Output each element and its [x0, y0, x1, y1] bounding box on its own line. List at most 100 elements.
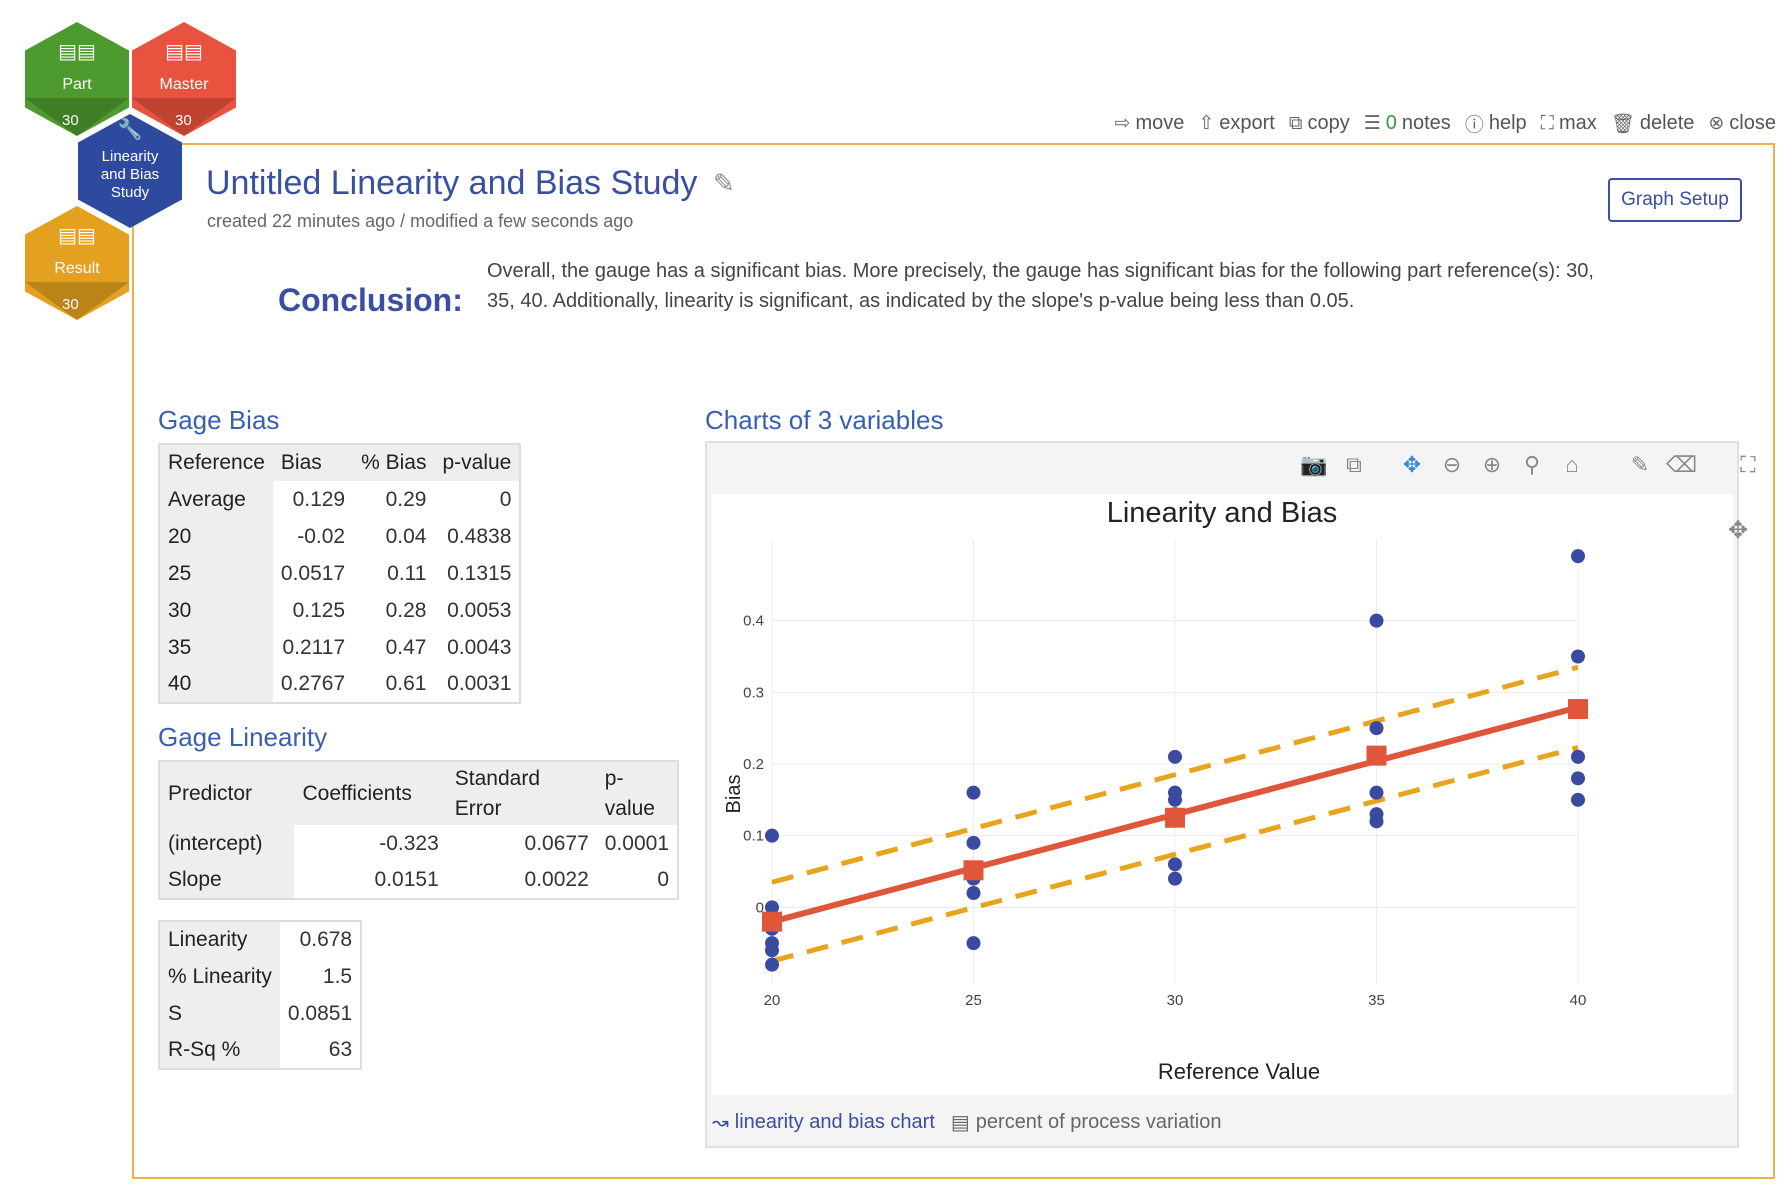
data-point: [765, 957, 779, 972]
move-icon: ⇨: [1114, 113, 1131, 134]
delete-button[interactable]: 🗑 delete: [1610, 112, 1695, 135]
study-panel: [132, 143, 1775, 1179]
data-point: [1369, 814, 1384, 829]
x-tick-label: 35: [1368, 992, 1385, 1009]
copy-chart-icon[interactable]: ⧉: [1346, 452, 1362, 477]
data-point: [1571, 549, 1585, 564]
graph-setup-button[interactable]: Graph Setup: [1608, 178, 1742, 222]
y-tick-label: 0: [756, 899, 764, 916]
data-point: [1369, 613, 1384, 628]
nav-result-hex[interactable]: ▤▤ Result: [25, 206, 129, 320]
tab-linearity-bias-chart[interactable]: ↝ linearity and bias chart: [712, 1111, 935, 1134]
gage-bias-table: Reference Bias % Bias p-value Average 0.1…: [158, 443, 522, 704]
charts-heading: Charts of 3 variables: [705, 405, 944, 435]
close-icon: ⊗: [1708, 113, 1725, 134]
nav-master-label: Master: [159, 76, 209, 93]
avg-bias-marker: [1568, 699, 1588, 720]
zoom-icon[interactable]: ⚲: [1523, 452, 1541, 477]
y-tick-label: 0.2: [743, 756, 764, 773]
eraser-icon[interactable]: ⌫: [1666, 452, 1698, 477]
timestamps: created 22 minutes ago / modified a few …: [207, 211, 634, 231]
y-tick-label: 0.4: [743, 613, 764, 630]
linearity-bias-chart[interactable]: Linearity and Bias Reference Value Bias …: [712, 494, 1733, 1095]
table-row: 25 0.0517 0.11 0.1315: [159, 555, 520, 592]
trash-icon: 🗑: [1610, 113, 1635, 135]
nav-result-count: 30: [62, 296, 79, 313]
list-icon: ☰: [1363, 113, 1381, 134]
table-row: % Linearity 1.5: [159, 958, 361, 995]
maximize-icon: ⛶: [1540, 112, 1554, 134]
conclusion-label: Conclusion:: [278, 282, 463, 318]
x-tick-label: 20: [764, 992, 781, 1009]
col-header: % Bias: [353, 444, 435, 481]
help-button[interactable]: ⓘ help: [1464, 112, 1527, 136]
camera-icon[interactable]: 📷: [1300, 452, 1328, 477]
chart-y-axis-label: Bias: [723, 775, 745, 814]
y-tick-label: 0.3: [743, 684, 764, 701]
table-header-row: Reference Bias % Bias p-value: [159, 444, 521, 481]
y-tick-label: 0.1: [743, 828, 764, 845]
col-header: Reference: [159, 444, 273, 481]
nav-master-count: 30: [175, 112, 192, 129]
data-point: [966, 936, 981, 951]
copy-icon: ⧉: [1288, 112, 1303, 134]
data-point: [966, 785, 981, 800]
wrench-icon: 🔧: [117, 119, 143, 141]
col-header: p-value: [434, 444, 521, 481]
table-row: Average 0.129 0.29 0: [159, 481, 520, 518]
chart-plot-area: Linearity and Bias Reference Value Bias …: [712, 494, 1733, 1095]
ci-line: [771, 664, 1579, 885]
nav-part-label: Part: [62, 76, 92, 93]
drag-handle-icon[interactable]: ✥: [1728, 517, 1749, 544]
table-row: 30 0.125 0.28 0.0053: [159, 592, 520, 629]
move-button[interactable]: ⇨ move: [1114, 112, 1185, 134]
table-row: 40 0.2767 0.61 0.0031: [159, 666, 520, 703]
copy-button[interactable]: ⧉ copy: [1288, 112, 1350, 134]
chart-modebar: 📷 ⧉ ✥ ⊖ ⊕ ⚲ ⌂ ✎ ⌫ ⛶: [1300, 452, 1762, 478]
table-row: R-Sq % 63: [159, 1032, 361, 1069]
x-tick-label: 30: [1167, 992, 1184, 1009]
home-icon[interactable]: ⌂: [1565, 452, 1579, 477]
data-point: [765, 900, 779, 915]
pan-icon[interactable]: ✥: [1402, 452, 1422, 477]
avg-bias-marker: [762, 911, 782, 932]
nav-study-label: Linearity and Bias Study: [100, 148, 160, 201]
zoom-in-icon[interactable]: ⊕: [1482, 452, 1502, 477]
fullscreen-icon[interactable]: ⛶: [1740, 452, 1756, 477]
table-row: 35 0.2117 0.47 0.0043: [159, 629, 520, 666]
zoom-out-icon[interactable]: ⊖: [1442, 452, 1462, 477]
summary-table: Linearity 0.678 % Linearity 1.5 S 0.0851 R-…: [158, 920, 363, 1070]
gage-linearity-table: Predictor Coefficients Standard Error p-…: [158, 760, 679, 900]
data-point: [1369, 721, 1384, 736]
page-title[interactable]: Untitled Linearity and Bias Study: [206, 164, 698, 202]
table-row: S 0.0851: [159, 995, 361, 1032]
nav-part-count: 30: [62, 112, 79, 129]
data-point: [1168, 857, 1182, 872]
bar-chart-icon: ▤▤: [58, 41, 96, 63]
bar-chart-icon: ▤▤: [58, 225, 96, 247]
pencil-draw-icon[interactable]: ✎: [1630, 452, 1650, 477]
data-point: [1369, 785, 1384, 800]
col-header: Bias: [272, 444, 354, 481]
tab-percent-process-variation[interactable]: ▤ percent of process variation: [950, 1111, 1222, 1134]
notes-button[interactable]: ☰ 0 notes: [1363, 112, 1451, 134]
data-point: [765, 828, 779, 843]
table-row: Slope 0.0151 0.0022 0: [159, 862, 678, 899]
export-button[interactable]: ⇧ export: [1198, 112, 1275, 134]
data-point: [1168, 792, 1182, 807]
data-point: [966, 886, 981, 900]
data-point: [1571, 792, 1585, 807]
max-button[interactable]: ⛶ max: [1540, 112, 1597, 134]
pencil-icon[interactable]: ✎: [713, 168, 735, 198]
data-point: [1571, 649, 1585, 664]
bar-chart-icon: ▤: [950, 1112, 970, 1134]
close-button[interactable]: ⊗ close: [1708, 112, 1776, 134]
table-header-row: Predictor Coefficients Standard Error p-…: [159, 761, 678, 825]
gage-bias-heading: Gage Bias: [158, 405, 280, 435]
table-row: (intercept) -0.323 0.0677 0.0001: [159, 825, 678, 862]
avg-bias-marker: [1165, 807, 1185, 828]
table-row: Linearity 0.678: [159, 921, 361, 958]
nav-result-label: Result: [54, 260, 100, 277]
data-point: [1168, 871, 1182, 886]
avg-bias-marker: [963, 860, 984, 881]
